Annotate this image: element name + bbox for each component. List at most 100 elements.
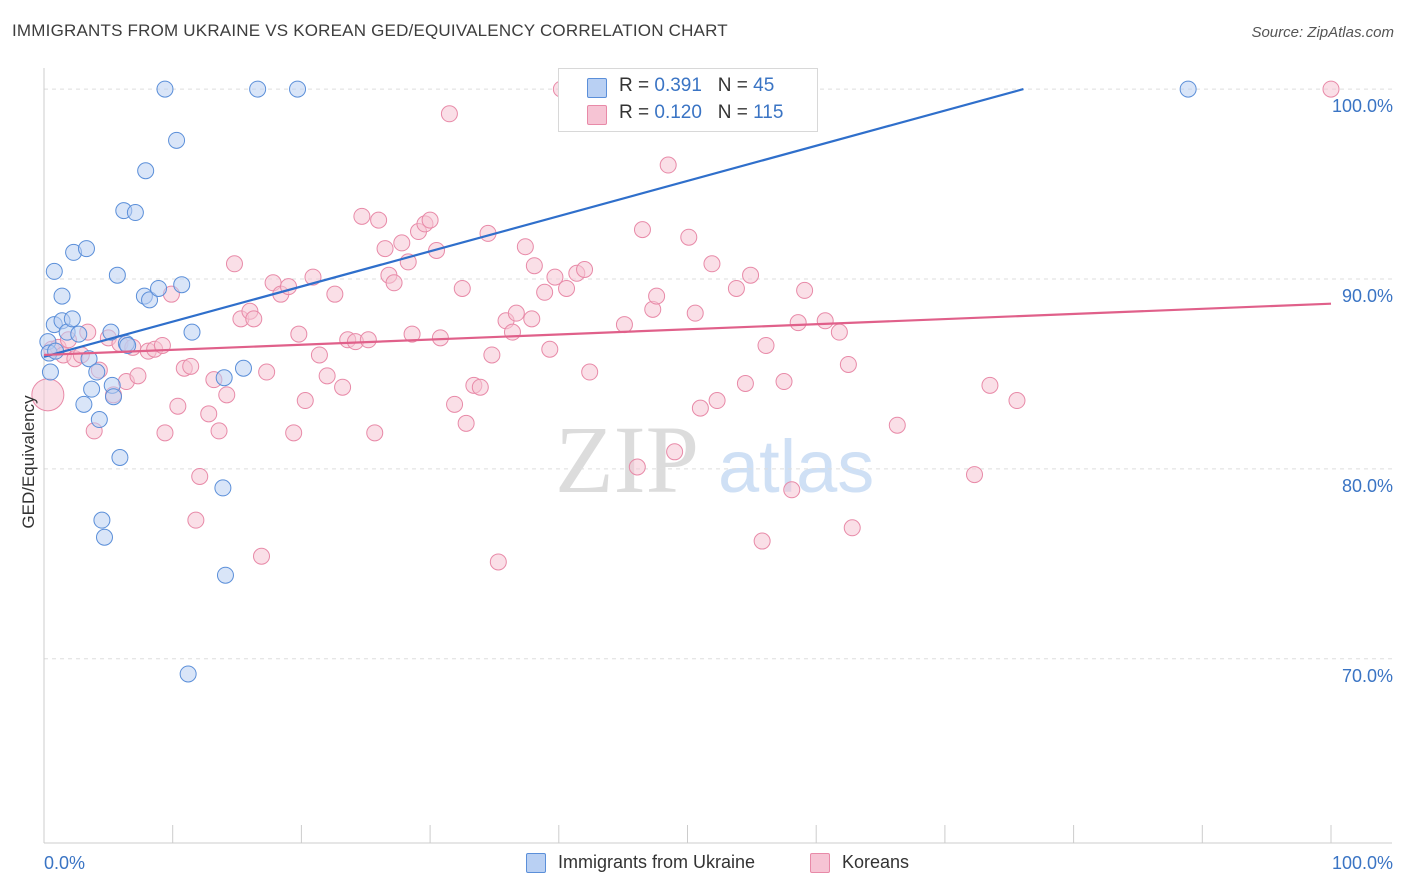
- scatter-point-koreans: [366, 424, 384, 442]
- scatter-point-koreans: [169, 397, 187, 415]
- scatter-point-koreans: [385, 274, 403, 292]
- legend-swatch-ukraine: [587, 78, 607, 98]
- source-label: Source: ZipAtlas.com: [1251, 24, 1394, 41]
- scatter-point-ukraine: [126, 204, 144, 222]
- scatter-point-koreans: [981, 376, 999, 394]
- chart-title: IMMIGRANTS FROM UKRAINE VS KOREAN GED/EQ…: [12, 21, 728, 40]
- scatter-point-koreans: [156, 424, 174, 442]
- legend-n-label: N =: [717, 75, 754, 96]
- scatter-point-ukraine: [102, 323, 120, 341]
- scatter-point-koreans: [296, 392, 314, 410]
- scatter-point-ukraine: [168, 131, 186, 149]
- correlation-legend: R = 0.391 N = 45 R = 0.120 N = 115: [558, 68, 818, 132]
- scatter-point-ukraine: [234, 359, 252, 377]
- y-tick-label: 90.0%: [1342, 286, 1393, 306]
- scatter-point-koreans: [686, 304, 704, 322]
- scatter-point-koreans: [503, 323, 521, 341]
- series-swatch-ukraine: [526, 853, 546, 873]
- legend-r-value: 0.120: [654, 102, 702, 123]
- scatter-point-ukraine: [119, 336, 137, 354]
- scatter-point-koreans: [691, 399, 709, 417]
- scatter-point-ukraine: [63, 310, 81, 328]
- scatter-point-ukraine: [150, 279, 168, 297]
- scatter-point-koreans: [359, 331, 377, 349]
- scatter-point-koreans: [843, 519, 861, 537]
- y-tick-label: 80.0%: [1342, 476, 1393, 496]
- scatter-point-koreans: [753, 532, 771, 550]
- scatter-point-ukraine: [108, 266, 126, 284]
- scatter-point-koreans: [210, 422, 228, 440]
- scatter-point-koreans: [789, 314, 807, 332]
- series-label-koreans: Koreans: [842, 852, 910, 872]
- scatter-point-koreans: [708, 392, 726, 410]
- legend-r-value: 0.391: [654, 75, 702, 96]
- scatter-point-koreans: [457, 414, 475, 432]
- scatter-point-koreans: [421, 211, 439, 229]
- scatter-point-koreans: [830, 323, 848, 341]
- scatter-point-koreans: [353, 207, 371, 225]
- scatter-point-koreans: [483, 346, 501, 364]
- scatter-point-ukraine: [90, 411, 108, 429]
- scatter-point-koreans: [736, 374, 754, 392]
- scatter-point-ukraine: [183, 323, 201, 341]
- scatter-point-koreans: [1008, 392, 1026, 410]
- legend-r-label: R =: [619, 102, 655, 123]
- series-swatch-koreans: [810, 853, 830, 873]
- scatter-point-koreans: [290, 325, 308, 343]
- scatter-point-koreans: [888, 416, 906, 434]
- scatter-point-koreans: [489, 553, 507, 571]
- scatter-point-koreans: [523, 310, 541, 328]
- scatter-point-koreans: [376, 240, 394, 258]
- scatter-point-koreans: [310, 346, 328, 364]
- scatter-point-koreans: [757, 336, 775, 354]
- scatter-point-koreans: [129, 367, 147, 385]
- scatter-point-ukraine: [111, 449, 129, 466]
- scatter-point-koreans: [581, 363, 599, 381]
- scatter-point-ukraine: [93, 511, 111, 529]
- scatter-point-koreans: [541, 340, 559, 358]
- scatter-point-koreans: [446, 395, 464, 413]
- scatter-point-koreans: [245, 310, 263, 328]
- scatter-point-koreans: [1322, 80, 1340, 98]
- scatter-point-ukraine: [179, 665, 197, 683]
- scatter-point-koreans: [680, 228, 698, 246]
- trend-line-ukraine: [43, 88, 1024, 358]
- scatter-point-koreans: [200, 405, 218, 423]
- scatter-point-koreans: [187, 511, 205, 529]
- series-label-ukraine: Immigrants from Ukraine: [558, 852, 756, 872]
- scatter-point-koreans: [783, 481, 801, 499]
- scatter-point-koreans: [816, 312, 834, 330]
- scatter-point-koreans: [191, 467, 209, 485]
- scatter-point-koreans: [839, 355, 857, 373]
- y-tick-label: 100.0%: [1332, 96, 1393, 116]
- scatter-point-ukraine: [83, 380, 101, 398]
- legend-n-label: N =: [717, 102, 754, 123]
- scatter-point-koreans: [628, 458, 646, 476]
- scatter-point-koreans: [258, 363, 276, 381]
- scatter-point-ukraine: [88, 363, 106, 381]
- trend-lines: [43, 88, 1332, 358]
- axes: [43, 68, 1392, 844]
- scatter-point-ukraine: [41, 363, 59, 381]
- legend-r-label: R =: [619, 75, 655, 96]
- scatter-point-koreans: [370, 211, 388, 229]
- scatter-point-koreans: [727, 279, 745, 297]
- scatter-point-koreans: [471, 378, 489, 396]
- watermark: ZIP atlas: [555, 406, 874, 513]
- scatter-point-ukraine: [216, 566, 234, 584]
- scatter-point-ukraine: [53, 287, 71, 305]
- x-tick-label: 100.0%: [1332, 853, 1393, 873]
- scatter-point-koreans: [285, 424, 303, 442]
- scatter-point-koreans: [742, 266, 760, 284]
- y-tick-label: 70.0%: [1342, 666, 1393, 686]
- scatter-point-ukraine: [104, 388, 122, 406]
- scatter-point-koreans: [576, 260, 594, 278]
- scatter-point-koreans: [326, 285, 344, 303]
- scatter-point-koreans: [318, 367, 336, 385]
- scatter-point-koreans: [225, 255, 243, 273]
- scatter-point-ukraine: [141, 291, 159, 309]
- scatter-point-koreans: [440, 105, 458, 123]
- scatter-point-koreans: [546, 268, 564, 286]
- x-tick-label: 0.0%: [44, 853, 85, 873]
